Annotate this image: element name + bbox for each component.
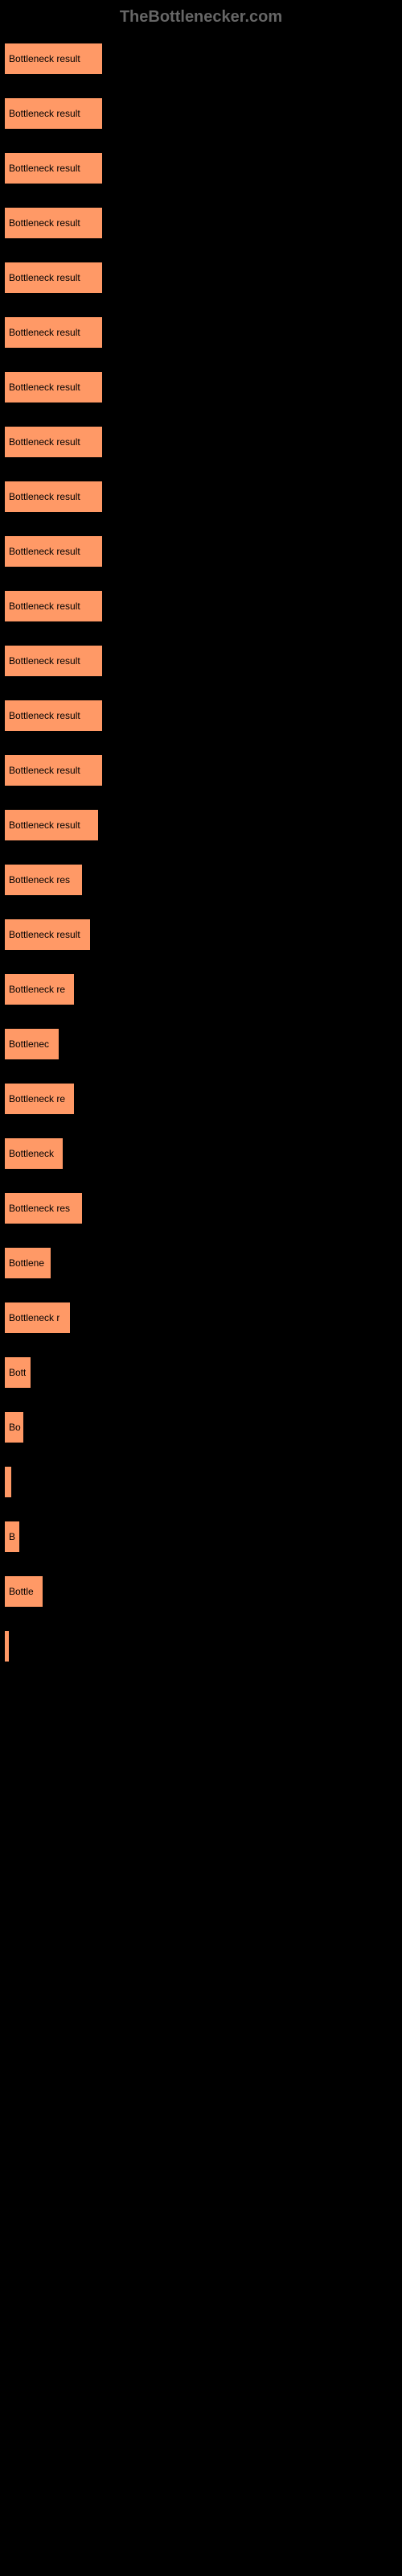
bar-label: Bottleneck result <box>9 601 80 612</box>
bar-row: Bottleneck result <box>4 43 398 75</box>
bar: Bottleneck result <box>4 262 103 294</box>
bar: Bottleneck result <box>4 645 103 677</box>
bar: Bottleneck res <box>4 1192 83 1224</box>
bar: Bottleneck result <box>4 700 103 732</box>
bar-row: Bottle <box>4 1575 398 1608</box>
bar-row: Bottlenec <box>4 1028 398 1060</box>
bar-label: Bottleneck res <box>9 1203 70 1214</box>
bar-label: Bottlenec <box>9 1038 49 1050</box>
bar-row: Bottleneck result <box>4 700 398 732</box>
site-title: TheBottlenecker.com <box>120 8 282 26</box>
bar-label: Bottleneck result <box>9 710 80 721</box>
bar: Bottleneck result <box>4 371 103 403</box>
bar-label: Bottlene <box>9 1257 44 1269</box>
bar-label: Bottleneck result <box>9 929 80 940</box>
bar-row: Bottleneck <box>4 1137 398 1170</box>
bar-row: Bottleneck result <box>4 97 398 130</box>
bar-label: B <box>9 1531 15 1542</box>
bar: Bottleneck result <box>4 152 103 184</box>
bar: Bottle <box>4 1575 43 1608</box>
bar: Bo <box>4 1411 24 1443</box>
bar-label: Bottleneck re <box>9 984 65 995</box>
bar-label: Bottleneck res <box>9 874 70 886</box>
bar: Bottleneck result <box>4 754 103 786</box>
bar: Bottleneck r <box>4 1302 71 1334</box>
bar: Bottleneck result <box>4 809 99 841</box>
bar-label: Bottleneck result <box>9 382 80 393</box>
bar: Bottleneck re <box>4 973 75 1005</box>
bar: Bottleneck result <box>4 97 103 130</box>
bar <box>4 1630 10 1662</box>
bottleneck-chart: Bottleneck result Bottleneck result Bottle… <box>0 43 402 1662</box>
bar-label: Bottleneck r <box>9 1312 59 1323</box>
bar: Bottleneck result <box>4 535 103 568</box>
bar-label: Bottleneck result <box>9 436 80 448</box>
bar-row: Bottleneck result <box>4 426 398 458</box>
bar: Bottleneck result <box>4 481 103 513</box>
bar-label: Bottleneck result <box>9 272 80 283</box>
bar: Bottleneck result <box>4 919 91 951</box>
bar: Bottleneck result <box>4 43 103 75</box>
bar-label: Bottle <box>9 1586 34 1597</box>
bar-row: Bottleneck result <box>4 207 398 239</box>
bar-label: Bottleneck result <box>9 491 80 502</box>
bar-label: Bottleneck result <box>9 765 80 776</box>
bar-row: Bottleneck result <box>4 371 398 403</box>
bar-row: Bottleneck result <box>4 919 398 951</box>
bar-label: Bo <box>9 1422 21 1433</box>
bar-label: Bottleneck result <box>9 163 80 174</box>
bar-row: Bottleneck r <box>4 1302 398 1334</box>
bar-label: Bottleneck result <box>9 108 80 119</box>
bar-row: Bo <box>4 1411 398 1443</box>
bar <box>4 1466 12 1498</box>
bar-row: Bottleneck res <box>4 1192 398 1224</box>
bar: Bottleneck res <box>4 864 83 896</box>
bar-label: Bottleneck result <box>9 327 80 338</box>
bar-row: Bottleneck re <box>4 1083 398 1115</box>
bar-label: Bott <box>9 1367 26 1378</box>
bar-row: B <box>4 1521 398 1553</box>
site-header: TheBottlenecker.com <box>0 8 402 27</box>
bar-label: Bottleneck re <box>9 1093 65 1104</box>
bar-row: Bottleneck result <box>4 754 398 786</box>
bar: Bottlenec <box>4 1028 59 1060</box>
bar: B <box>4 1521 20 1553</box>
bar-row: Bottleneck res <box>4 864 398 896</box>
bar-row: Bottleneck result <box>4 809 398 841</box>
bar-label: Bottleneck result <box>9 819 80 831</box>
bar: Bottleneck result <box>4 207 103 239</box>
bar-row: Bottleneck result <box>4 152 398 184</box>
bar-row: Bottleneck result <box>4 316 398 349</box>
bar-row: Bottleneck result <box>4 645 398 677</box>
bar-row: Bottleneck result <box>4 590 398 622</box>
bar-row: Bott <box>4 1356 398 1389</box>
bar: Bottleneck result <box>4 316 103 349</box>
bar: Bottleneck <box>4 1137 64 1170</box>
bar-row: Bottleneck result <box>4 481 398 513</box>
bar: Bott <box>4 1356 31 1389</box>
bar-label: Bottleneck result <box>9 546 80 557</box>
bar: Bottleneck result <box>4 590 103 622</box>
bar-row: Bottleneck result <box>4 535 398 568</box>
bar-label: Bottleneck result <box>9 53 80 64</box>
bar-label: Bottleneck <box>9 1148 54 1159</box>
bar: Bottlene <box>4 1247 51 1279</box>
bar-row <box>4 1630 398 1662</box>
bar-row: Bottlene <box>4 1247 398 1279</box>
bar-label: Bottleneck result <box>9 217 80 229</box>
bar: Bottleneck result <box>4 426 103 458</box>
bar-row: Bottleneck re <box>4 973 398 1005</box>
bar-row <box>4 1466 398 1498</box>
bar: Bottleneck re <box>4 1083 75 1115</box>
bar-row: Bottleneck result <box>4 262 398 294</box>
bar-label: Bottleneck result <box>9 655 80 667</box>
